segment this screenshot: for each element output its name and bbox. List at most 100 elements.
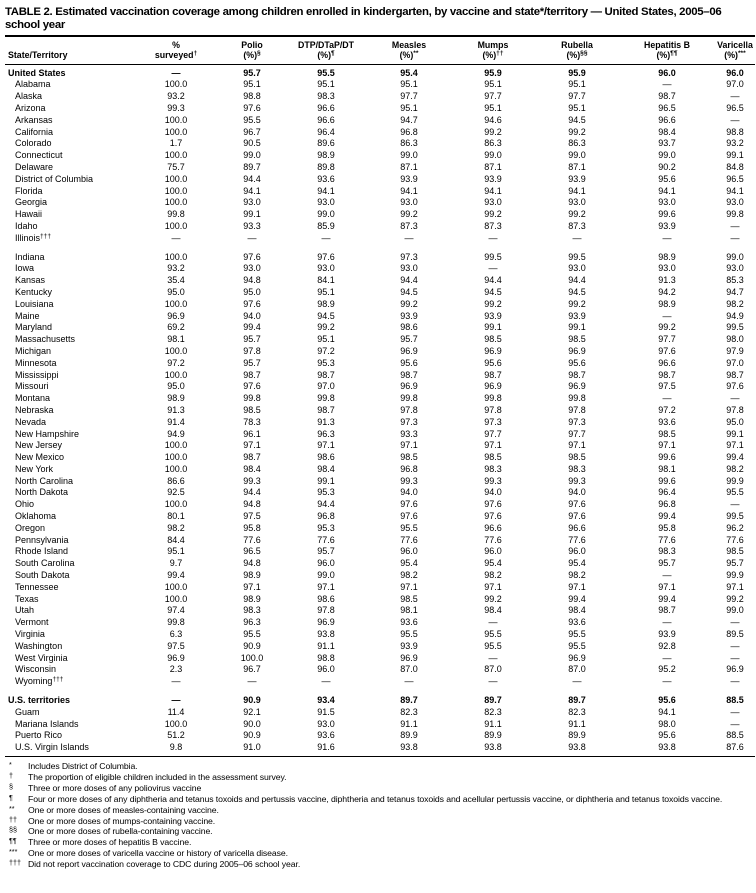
value-cell: 99.2 [484, 209, 502, 220]
value-cell: 9.7 [169, 558, 183, 569]
value-cell: 89.7 [568, 695, 586, 706]
value-cell: 88.5 [726, 730, 744, 741]
state-name: Ohio [15, 499, 35, 510]
value-cell: 95.7 [726, 558, 744, 569]
value-cell: 96.0 [658, 67, 676, 78]
state-name: Arkansas [15, 114, 53, 125]
value-cell: 94.4 [484, 275, 502, 286]
value-cell: 96.6 [568, 522, 586, 533]
table-row-iowa: Iowa 93.2 93.0 93.0 93.0 — 93.0 93.0 93.0 [5, 263, 755, 275]
value-cell: 93.7 [658, 138, 676, 149]
value-cell: 93.8 [317, 629, 335, 640]
value-cell: 95.1 [400, 79, 418, 90]
value-cell: 91.4 [167, 416, 185, 427]
footnote-text: One or more doses of varicella vaccine o… [28, 848, 288, 859]
value-cell: 99.1 [243, 209, 261, 220]
value-cell: 98.4 [484, 605, 502, 616]
value-cell: 82.3 [484, 706, 502, 717]
value-cell: — [171, 676, 181, 687]
value-cell: 96.6 [317, 114, 335, 125]
value-cell: 94.4 [568, 275, 586, 286]
value-cell: 95.3 [317, 487, 335, 498]
table-row-guam: Guam 11.4 92.1 91.5 82.3 82.3 82.3 94.1 — [5, 707, 755, 719]
value-cell: 99.9 [726, 570, 744, 581]
footnote-symbol: §§ [9, 825, 17, 835]
value-cell: 95.1 [317, 334, 335, 345]
value-cell: 99.3 [568, 475, 586, 486]
value-cell: 93.6 [317, 730, 335, 741]
value-cell: 97.1 [317, 581, 335, 592]
state-name: Idaho [15, 220, 38, 231]
value-cell: 94.5 [317, 310, 335, 321]
value-cell: 97.8 [243, 345, 261, 356]
footnote: † The proportion of eligible children inc… [5, 770, 755, 783]
value-cell: 96.8 [658, 499, 676, 510]
value-cell: — [730, 676, 740, 687]
value-cell: 93.9 [484, 310, 502, 321]
table-row-vermont: Vermont 99.8 96.3 96.9 93.6 — 93.6 — — [5, 617, 755, 629]
value-cell: 95.5 [400, 629, 418, 640]
table-header-row: State/Territory% surveyed† Polio (%)§ DTP/DT… [5, 36, 755, 65]
value-cell: 99.0 [484, 150, 502, 161]
state-name: North Carolina [15, 475, 74, 486]
value-cell: 100.0 [164, 593, 188, 604]
footnote: §§ One or more doses of rubella-containin… [5, 825, 755, 837]
table-row-virginia: Virginia 6.3 95.5 93.8 95.5 95.5 95.5 93.9 89.5 [5, 629, 755, 641]
value-cell: 97.5 [243, 511, 261, 522]
value-cell: 95.4 [400, 558, 418, 569]
footnote-symbol: † [9, 770, 13, 780]
value-cell: 95.7 [243, 334, 261, 345]
value-cell: — [730, 499, 740, 510]
column-header-varicella: Varicella (%)*** [715, 36, 755, 65]
value-cell: 99.4 [243, 322, 261, 333]
value-cell: 89.8 [317, 161, 335, 172]
value-cell: 95.7 [243, 67, 261, 78]
value-cell: 91.1 [568, 718, 586, 729]
table-row-california: California 100.0 96.7 96.4 96.8 99.2 99.2 98.4 9… [5, 127, 755, 139]
value-cell: 97.1 [726, 440, 744, 451]
value-cell: 96.5 [658, 102, 676, 113]
value-cell: 98.0 [726, 334, 744, 345]
value-cell: — [171, 232, 181, 243]
value-cell: 95.5 [484, 629, 502, 640]
value-cell: 93.0 [317, 197, 335, 208]
value-cell: 96.9 [400, 652, 418, 663]
value-cell: 98.5 [400, 593, 418, 604]
value-cell: 90.9 [243, 695, 261, 706]
value-cell: 98.6 [400, 322, 418, 333]
value-cell: 93.9 [400, 173, 418, 184]
value-cell: 97.7 [568, 428, 586, 439]
footnote: *** One or more doses of varicella vaccin… [5, 847, 755, 859]
section-row-u-s-territories: U.S. territories — 90.9 93.4 89.7 89.7 89.7 95.… [5, 688, 755, 707]
value-cell: 100.0 [164, 499, 188, 510]
value-cell: — [662, 570, 672, 581]
value-cell: 94.8 [243, 558, 261, 569]
value-cell: — [488, 652, 498, 663]
value-cell: 99.1 [317, 475, 335, 486]
value-cell: 77.6 [658, 534, 676, 545]
value-cell: 87.3 [400, 220, 418, 231]
footnote: § Three or more doses of any poliovirus v… [5, 782, 755, 794]
value-cell: 93.0 [658, 263, 676, 274]
footnote: †† One or more doses of mumps-containing … [5, 815, 755, 827]
value-cell: 95.8 [658, 522, 676, 533]
footnote-symbol: ¶ [9, 792, 13, 802]
table-row-kansas: Kansas 35.4 94.8 84.1 94.4 94.4 94.4 91.3 85.3 [5, 275, 755, 287]
value-cell: 98.5 [568, 452, 586, 463]
value-cell: 86.3 [484, 138, 502, 149]
state-name: United States [8, 67, 66, 78]
value-cell: — [488, 263, 498, 274]
value-cell: 100.0 [164, 581, 188, 592]
column-header-surveyed: % surveyed† [133, 36, 219, 65]
value-cell: 95.1 [484, 102, 502, 113]
value-cell: 99.1 [726, 150, 744, 161]
table-row-minnesota: Minnesota 97.2 95.7 95.3 95.6 95.6 95.6 96.6 97.… [5, 358, 755, 370]
value-cell: — [404, 676, 414, 687]
value-cell: — [730, 232, 740, 243]
state-name: New Hampshire [15, 428, 80, 439]
table-row-tennessee: Tennessee 100.0 97.1 97.1 97.1 97.1 97.1 97.1 97… [5, 582, 755, 594]
value-cell: 97.9 [726, 345, 744, 356]
table-row-hawaii: Hawaii 99.8 99.1 99.0 99.2 99.2 99.2 99.6 99.8 [5, 209, 755, 221]
table-row-utah: Utah 97.4 98.3 97.8 98.1 98.4 98.4 98.7 99.0 [5, 605, 755, 617]
value-cell: 77.6 [726, 534, 744, 545]
